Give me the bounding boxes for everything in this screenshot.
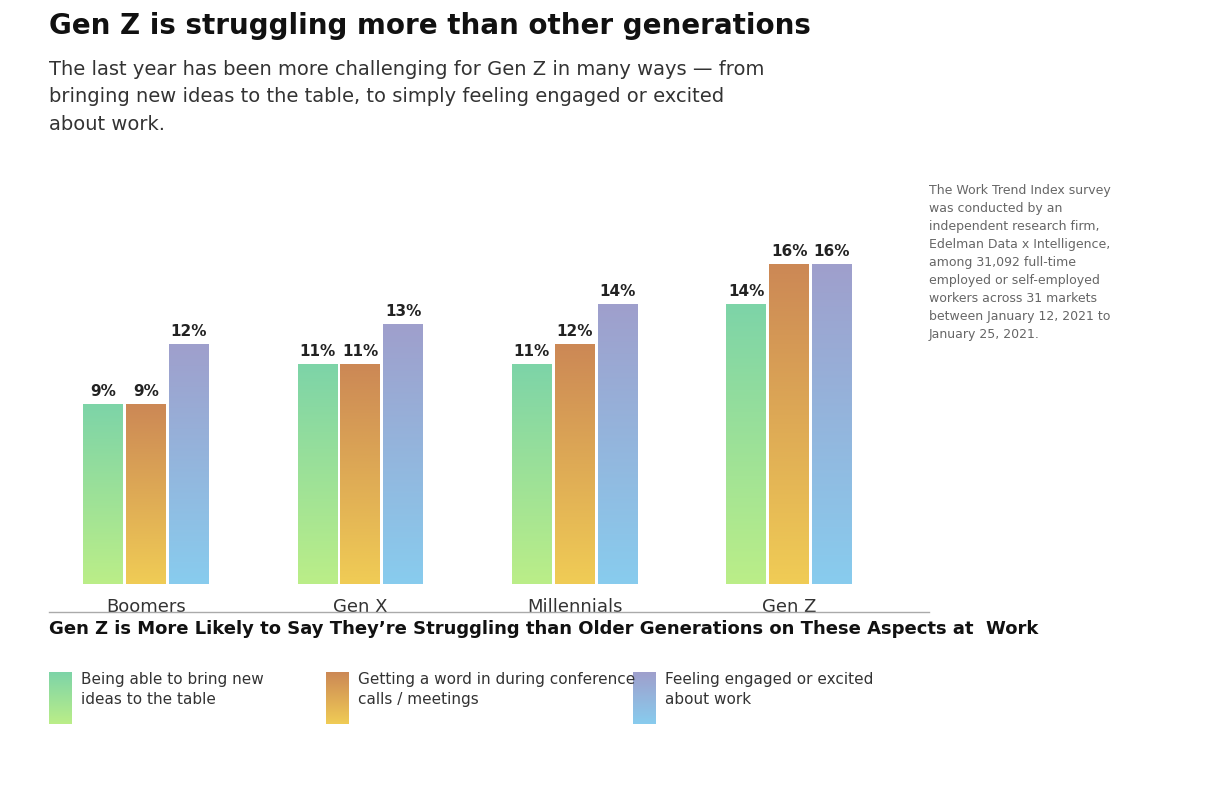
Text: 13%: 13% xyxy=(385,304,421,319)
Text: 11%: 11% xyxy=(514,344,550,359)
Text: Gen Z is struggling more than other generations: Gen Z is struggling more than other gene… xyxy=(49,12,811,40)
Text: Feeling engaged or excited
about work: Feeling engaged or excited about work xyxy=(665,672,873,707)
Text: 14%: 14% xyxy=(599,284,636,299)
Text: The Work Trend Index survey
was conducted by an
independent research firm,
Edelm: The Work Trend Index survey was conducte… xyxy=(929,184,1111,341)
Text: 9%: 9% xyxy=(90,384,116,399)
Text: 14%: 14% xyxy=(728,284,764,299)
Text: 16%: 16% xyxy=(771,244,807,259)
Text: 11%: 11% xyxy=(342,344,379,359)
Text: Being able to bring new
ideas to the table: Being able to bring new ideas to the tab… xyxy=(81,672,264,707)
Text: The last year has been more challenging for Gen Z in many ways — from
bringing n: The last year has been more challenging … xyxy=(49,60,765,134)
Text: 12%: 12% xyxy=(556,324,593,339)
Text: Getting a word in during conference
calls / meetings: Getting a word in during conference call… xyxy=(358,672,635,707)
Text: 12%: 12% xyxy=(170,324,207,339)
Text: 11%: 11% xyxy=(299,344,336,359)
Text: 16%: 16% xyxy=(814,244,850,259)
Text: 9%: 9% xyxy=(133,384,159,399)
Text: Gen Z is More Likely to Say They’re Struggling than Older Generations on These A: Gen Z is More Likely to Say They’re Stru… xyxy=(49,620,1038,638)
